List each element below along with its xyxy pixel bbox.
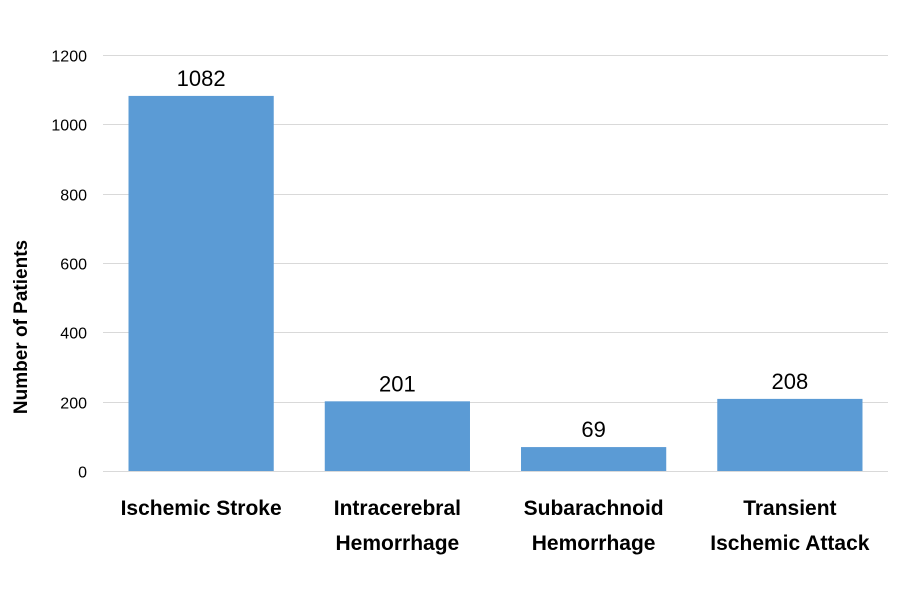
- x-category-label: Intracerebral Hemorrhage: [334, 497, 461, 555]
- y-tick-label: 600: [60, 257, 87, 274]
- bars: [128, 95, 863, 471]
- y-tick-label: 0: [78, 465, 87, 482]
- bar: [324, 401, 470, 471]
- x-axis-categories: Ischemic Stroke Intracerebral HemorrhageSu…: [121, 497, 870, 555]
- x-category-label-line: Subarachnoid: [524, 497, 664, 520]
- y-axis-title: Number of Patients: [11, 240, 32, 414]
- x-category-label-line: Ischemic Attack: [710, 532, 869, 555]
- y-tick-label: 1000: [51, 118, 87, 135]
- data-labels: 1082 201 69 208: [177, 66, 809, 442]
- data-label: 69: [581, 417, 605, 442]
- x-category-label: Transient Ischemic Attack: [710, 497, 869, 555]
- y-tick-label: 200: [60, 396, 87, 413]
- x-category-label-line: Intracerebral: [334, 497, 461, 520]
- y-axis-ticks: 0 200 400 600 800 1000 1200: [51, 49, 87, 482]
- data-label: 1082: [177, 66, 226, 91]
- y-tick-label: 800: [60, 188, 87, 205]
- x-category-label-line: Hemorrhage: [336, 532, 460, 555]
- x-category-label-line: Hemorrhage: [532, 532, 656, 555]
- bar: [521, 447, 667, 471]
- x-category-label-line: Transient: [743, 497, 836, 520]
- x-category-label: Subarachnoid Hemorrhage: [524, 497, 664, 555]
- x-category-label: Ischemic Stroke: [121, 497, 282, 520]
- y-tick-label: 1200: [51, 49, 87, 66]
- bar: [128, 95, 274, 471]
- data-label: 201: [379, 371, 416, 396]
- bar: [717, 398, 863, 471]
- y-tick-label: 400: [60, 326, 87, 343]
- data-label: 208: [772, 369, 809, 394]
- x-category-label-line: Ischemic Stroke: [121, 497, 282, 520]
